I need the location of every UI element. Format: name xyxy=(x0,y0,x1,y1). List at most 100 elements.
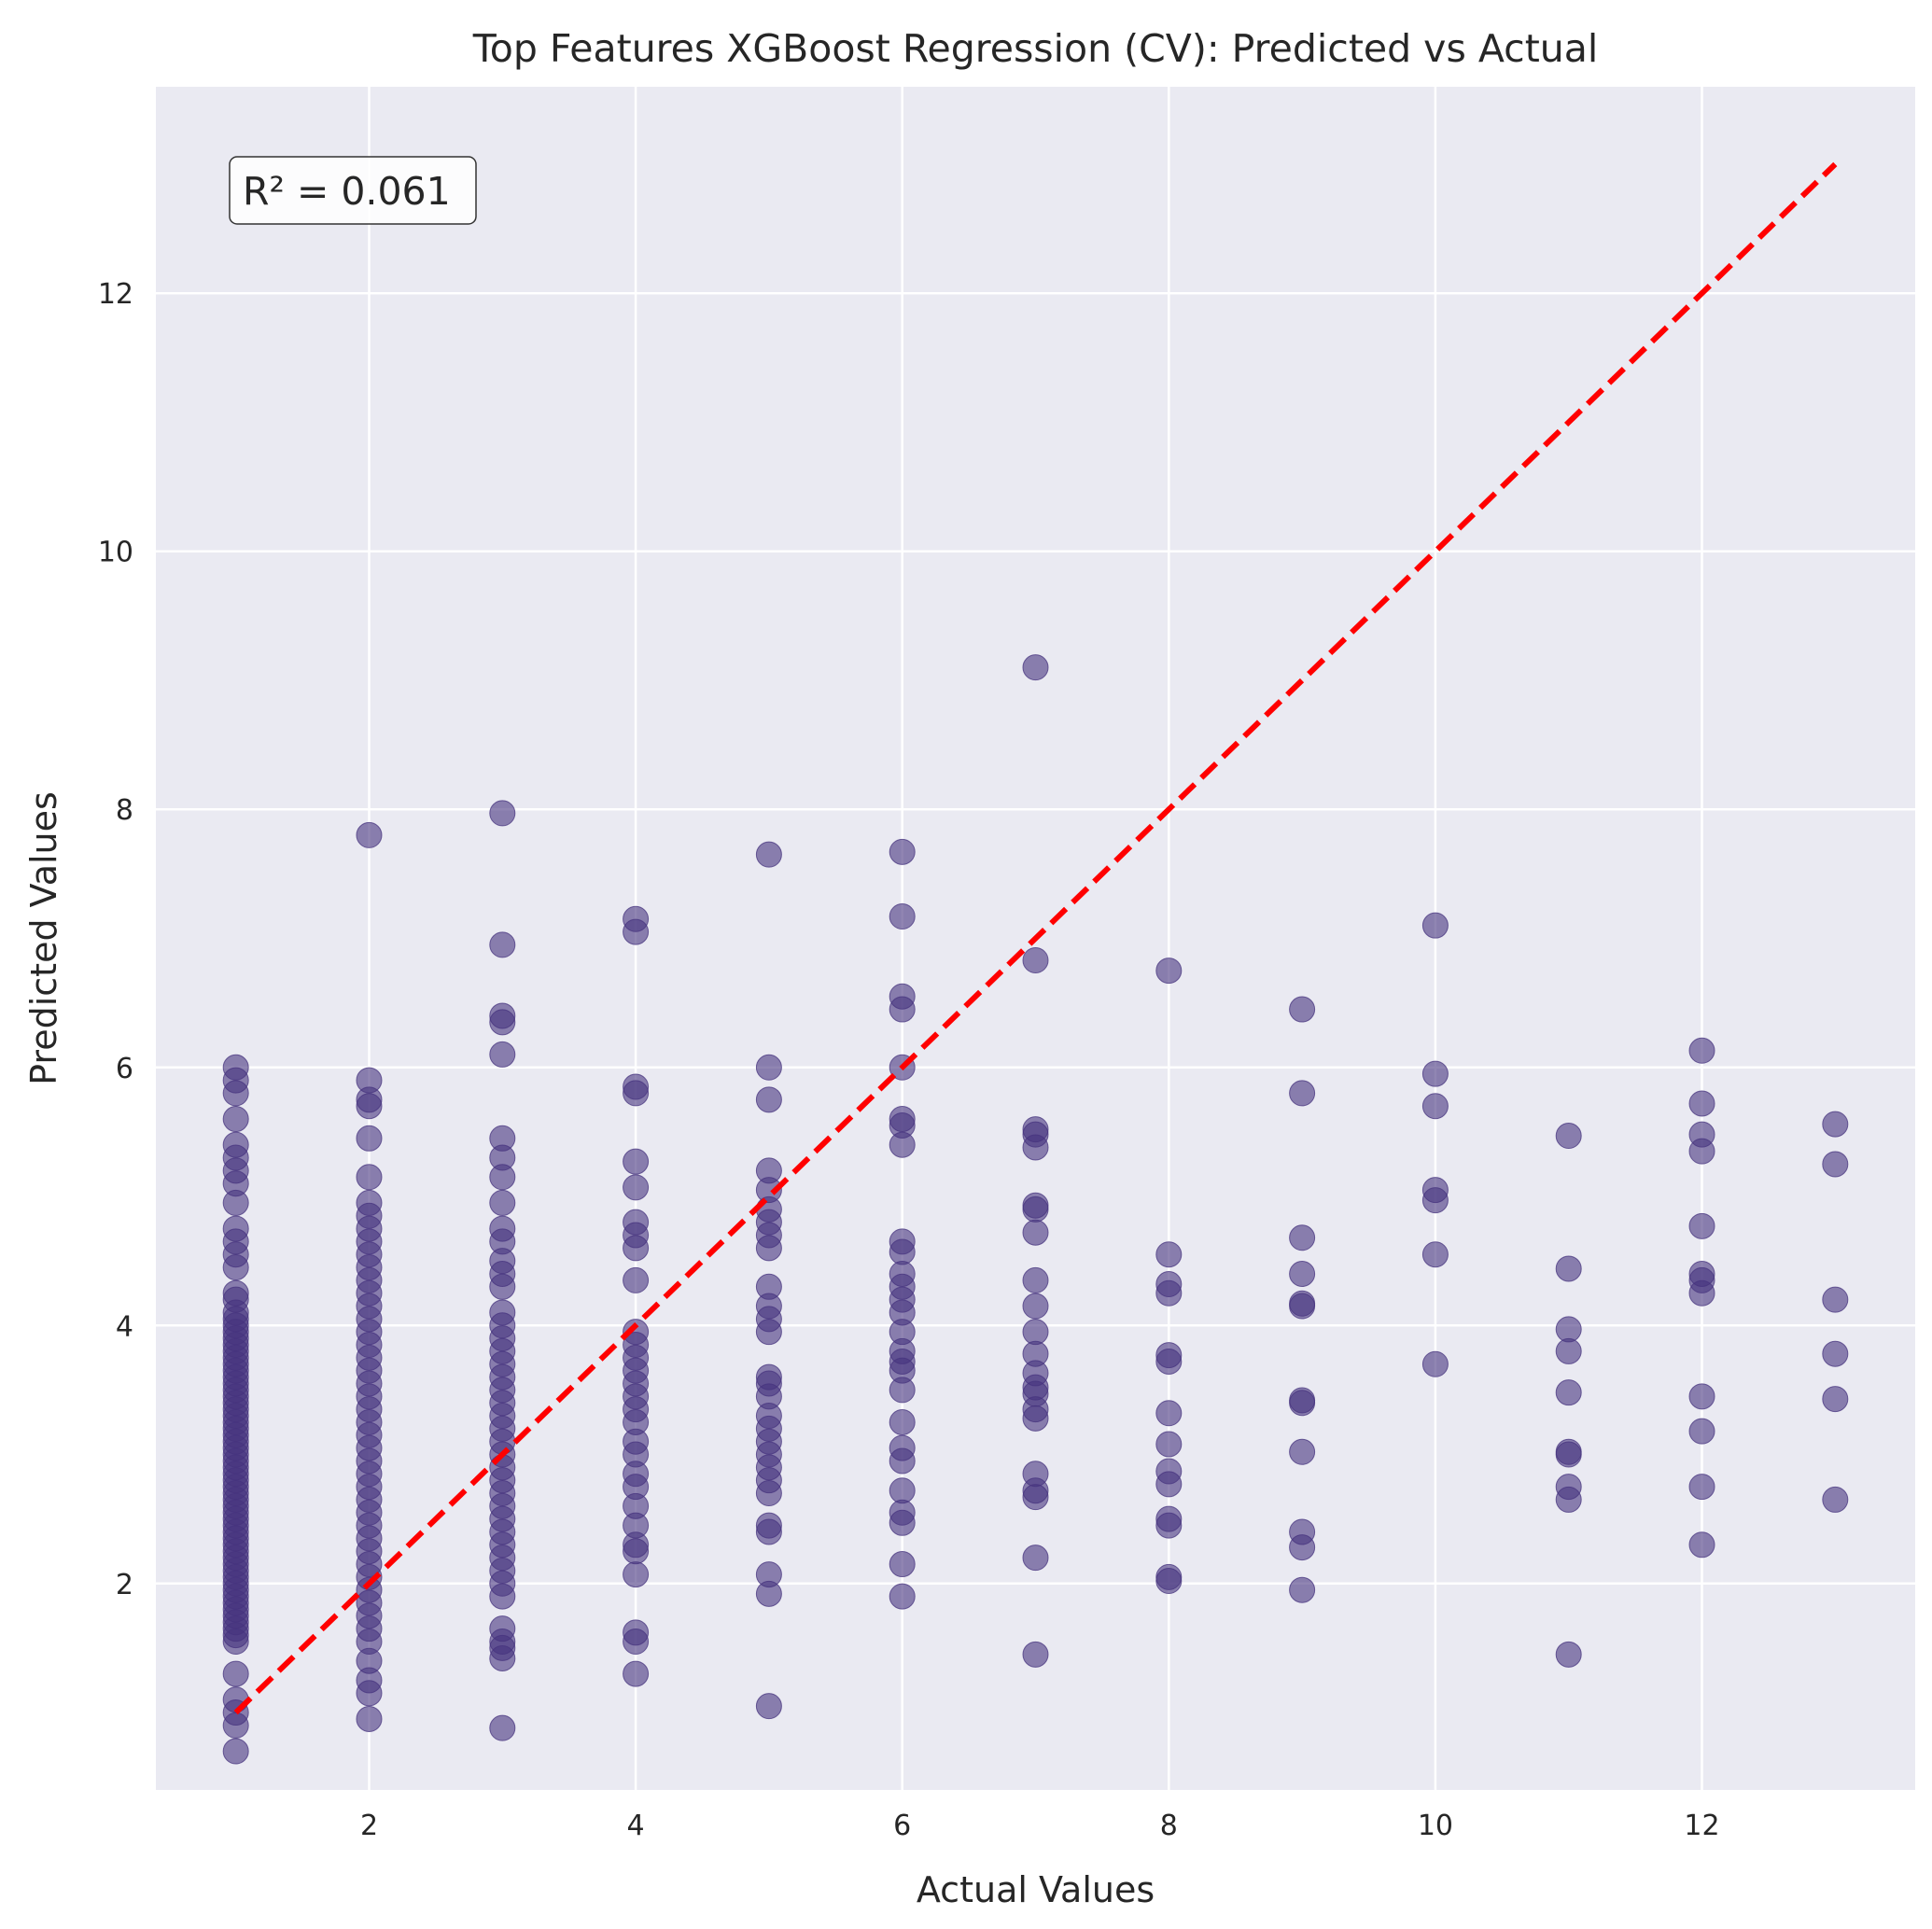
data-point xyxy=(889,1228,916,1255)
data-point xyxy=(1289,1290,1316,1317)
data-point xyxy=(1688,1037,1715,1064)
data-point xyxy=(356,1164,383,1191)
data-point xyxy=(489,1714,516,1741)
data-point xyxy=(489,1299,516,1326)
data-point xyxy=(222,1686,249,1713)
data-point xyxy=(623,1073,650,1100)
x-tick-label: 10 xyxy=(1418,1810,1453,1842)
data-point xyxy=(889,1477,916,1504)
data-point xyxy=(1022,1545,1049,1572)
data-point xyxy=(489,1189,516,1216)
data-point xyxy=(1289,1080,1316,1107)
data-point xyxy=(623,1619,650,1646)
data-point xyxy=(1421,1093,1449,1120)
data-point xyxy=(356,1189,383,1216)
data-point xyxy=(623,1561,650,1588)
data-point xyxy=(1688,1090,1715,1117)
data-point xyxy=(623,1148,650,1175)
data-point xyxy=(1289,996,1316,1023)
y-tick-label: 8 xyxy=(116,794,133,827)
data-point xyxy=(1155,958,1183,985)
data-point xyxy=(1555,1438,1582,1465)
x-axis-title: Actual Values xyxy=(917,1869,1155,1910)
y-tick-label: 6 xyxy=(116,1053,133,1085)
data-point xyxy=(489,800,516,827)
data-point xyxy=(356,1125,383,1152)
chart-title: Top Features XGBoost Regression (CV): Pr… xyxy=(472,26,1599,71)
data-point xyxy=(1822,1386,1849,1413)
data-point xyxy=(1022,1116,1049,1143)
data-point xyxy=(889,1551,916,1578)
data-point xyxy=(1555,1379,1582,1406)
data-point xyxy=(755,1273,782,1300)
data-point xyxy=(1421,1060,1449,1087)
data-point xyxy=(755,1561,782,1588)
data-point xyxy=(222,1660,249,1687)
y-tick-label: 12 xyxy=(98,278,133,311)
data-point xyxy=(1289,1260,1316,1287)
data-point xyxy=(1822,1340,1849,1367)
data-point xyxy=(1155,1241,1183,1268)
data-point xyxy=(623,905,650,932)
data-point xyxy=(1155,1505,1183,1532)
data-point xyxy=(1289,1576,1316,1603)
data-point xyxy=(489,1125,516,1152)
data-point xyxy=(1555,1337,1582,1364)
data-point xyxy=(755,1086,782,1113)
data-point xyxy=(1555,1316,1582,1343)
data-point xyxy=(1555,1641,1582,1668)
data-point xyxy=(755,1157,782,1184)
data-point xyxy=(623,1209,650,1236)
data-point xyxy=(1688,1418,1715,1445)
data-point xyxy=(1022,1192,1049,1219)
data-point xyxy=(1022,1293,1049,1320)
data-point xyxy=(222,1215,249,1242)
data-point xyxy=(1555,1255,1582,1282)
data-point xyxy=(1155,1271,1183,1298)
data-point xyxy=(1555,1123,1582,1150)
data-point xyxy=(1022,1461,1049,1488)
data-point xyxy=(1421,1177,1449,1204)
data-point xyxy=(1688,1260,1715,1287)
data-point xyxy=(623,1660,650,1687)
scatter-points xyxy=(222,654,1849,1765)
data-point xyxy=(1022,1266,1049,1293)
annotation-text: R² = 0.061 xyxy=(243,169,451,214)
reference-line xyxy=(233,161,1838,1715)
data-point xyxy=(1155,1400,1183,1427)
x-tick-label: 2 xyxy=(360,1810,378,1842)
data-point xyxy=(889,1434,916,1461)
y-tick-label: 10 xyxy=(98,537,133,569)
x-tick-label: 6 xyxy=(893,1810,911,1842)
y-tick-label: 4 xyxy=(116,1310,133,1343)
data-point xyxy=(1022,1319,1049,1346)
data-point xyxy=(755,1693,782,1720)
data-point xyxy=(1289,1438,1316,1465)
data-point xyxy=(623,1174,650,1201)
x-tick-label: 4 xyxy=(627,1810,645,1842)
data-point xyxy=(1822,1151,1849,1178)
data-point xyxy=(755,1512,782,1539)
data-point xyxy=(889,1260,916,1287)
data-point xyxy=(1555,1474,1582,1501)
data-point xyxy=(1822,1111,1849,1138)
data-point xyxy=(1022,1219,1049,1246)
r2-annotation: R² = 0.061 xyxy=(229,156,477,225)
annotation-box xyxy=(229,156,477,225)
data-point xyxy=(1289,1224,1316,1251)
data-point xyxy=(356,1705,383,1732)
data-point xyxy=(755,841,782,868)
data-point xyxy=(889,1106,916,1133)
data-point xyxy=(356,821,383,848)
data-point xyxy=(889,983,916,1010)
data-point xyxy=(1822,1286,1849,1313)
data-point xyxy=(755,1363,782,1391)
data-point xyxy=(489,1041,516,1068)
data-point xyxy=(1688,1531,1715,1559)
data-point xyxy=(1022,1340,1049,1367)
data-point xyxy=(623,1266,650,1293)
data-point xyxy=(222,1279,249,1307)
data-point xyxy=(1155,1563,1183,1590)
data-point xyxy=(356,1067,383,1094)
